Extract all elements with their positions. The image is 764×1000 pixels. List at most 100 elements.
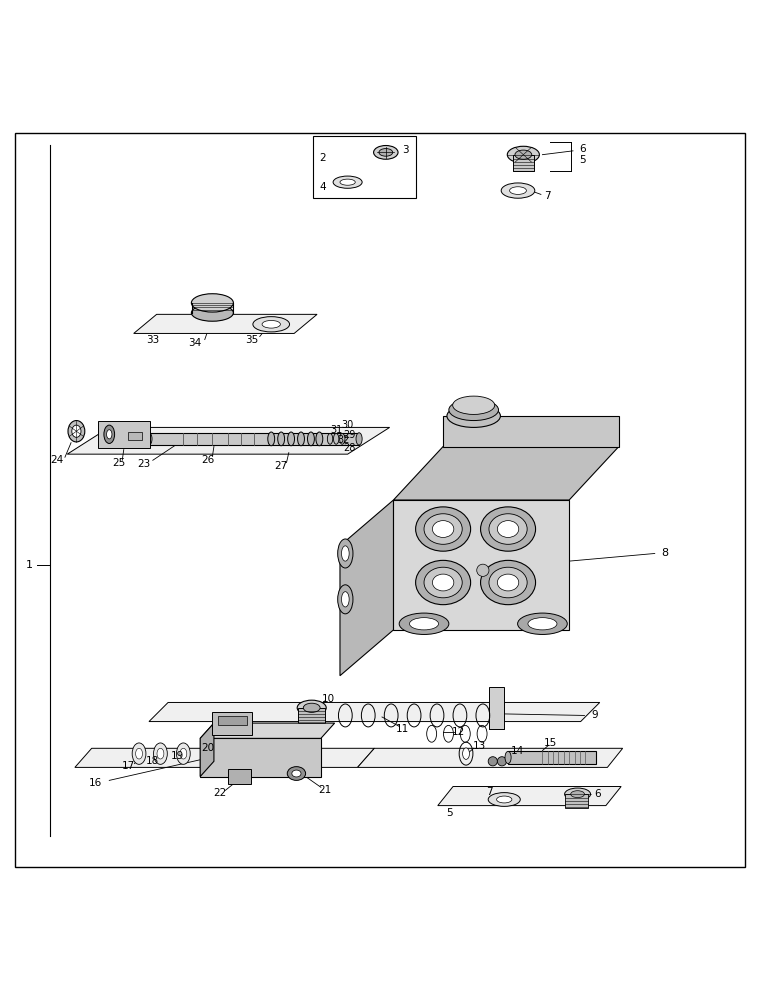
Ellipse shape xyxy=(72,425,81,437)
Polygon shape xyxy=(134,314,317,333)
Ellipse shape xyxy=(287,767,306,780)
Ellipse shape xyxy=(489,514,527,544)
Ellipse shape xyxy=(307,432,314,446)
Bar xyxy=(98,421,150,448)
Bar xyxy=(513,155,534,171)
Ellipse shape xyxy=(416,507,471,551)
Ellipse shape xyxy=(448,399,498,421)
Ellipse shape xyxy=(157,748,163,759)
Ellipse shape xyxy=(497,521,519,537)
Text: 30: 30 xyxy=(342,420,354,430)
Ellipse shape xyxy=(489,567,527,598)
Text: 34: 34 xyxy=(188,338,202,348)
Ellipse shape xyxy=(507,146,539,163)
Ellipse shape xyxy=(462,748,469,759)
Ellipse shape xyxy=(501,183,535,198)
Text: 7: 7 xyxy=(486,787,492,797)
Polygon shape xyxy=(149,702,600,722)
Ellipse shape xyxy=(447,404,500,427)
Ellipse shape xyxy=(253,317,290,332)
Polygon shape xyxy=(438,786,621,806)
Text: 6: 6 xyxy=(594,789,601,799)
Ellipse shape xyxy=(565,788,591,800)
Text: 17: 17 xyxy=(121,761,135,771)
Text: 2: 2 xyxy=(319,153,326,163)
Polygon shape xyxy=(393,447,619,500)
Ellipse shape xyxy=(262,320,280,328)
Text: 28: 28 xyxy=(344,443,356,453)
Ellipse shape xyxy=(176,743,190,764)
Circle shape xyxy=(488,757,497,766)
Text: 35: 35 xyxy=(245,335,259,345)
Text: 24: 24 xyxy=(50,455,64,465)
Text: 11: 11 xyxy=(396,724,410,734)
Ellipse shape xyxy=(517,613,567,634)
Ellipse shape xyxy=(342,546,349,561)
Ellipse shape xyxy=(510,187,526,194)
Polygon shape xyxy=(67,427,390,454)
Ellipse shape xyxy=(497,574,519,591)
Text: 5: 5 xyxy=(446,808,452,818)
Ellipse shape xyxy=(481,560,536,605)
Ellipse shape xyxy=(333,176,362,188)
Text: 32: 32 xyxy=(338,435,350,445)
Text: 27: 27 xyxy=(274,461,288,471)
Ellipse shape xyxy=(338,585,353,614)
Text: 1: 1 xyxy=(25,560,33,570)
Text: 29: 29 xyxy=(344,430,356,440)
Ellipse shape xyxy=(132,743,146,764)
Ellipse shape xyxy=(180,748,186,759)
Bar xyxy=(489,687,504,729)
Bar xyxy=(313,136,416,198)
Text: 18: 18 xyxy=(146,756,160,766)
Ellipse shape xyxy=(571,791,584,798)
Ellipse shape xyxy=(497,796,512,803)
Bar xyxy=(212,712,252,735)
Circle shape xyxy=(477,564,489,576)
Circle shape xyxy=(497,757,507,766)
Text: 26: 26 xyxy=(201,455,215,465)
Ellipse shape xyxy=(68,421,85,442)
Polygon shape xyxy=(393,500,569,630)
Bar xyxy=(508,751,596,764)
Bar xyxy=(149,433,359,445)
Ellipse shape xyxy=(342,592,349,607)
Ellipse shape xyxy=(528,618,557,630)
Text: 9: 9 xyxy=(591,710,597,720)
Text: 16: 16 xyxy=(89,778,102,788)
Text: 7: 7 xyxy=(544,191,550,201)
Ellipse shape xyxy=(136,748,142,759)
Text: 22: 22 xyxy=(213,788,227,798)
Ellipse shape xyxy=(340,179,355,185)
Ellipse shape xyxy=(432,574,454,591)
Ellipse shape xyxy=(154,743,167,764)
Ellipse shape xyxy=(146,433,152,445)
Ellipse shape xyxy=(488,793,520,806)
Ellipse shape xyxy=(400,613,449,634)
Bar xyxy=(298,708,325,723)
Ellipse shape xyxy=(333,434,338,444)
Ellipse shape xyxy=(191,294,234,312)
Ellipse shape xyxy=(104,425,115,443)
Text: 20: 20 xyxy=(201,743,215,753)
Polygon shape xyxy=(358,748,623,767)
Bar xyxy=(228,769,251,784)
Polygon shape xyxy=(200,738,321,777)
Polygon shape xyxy=(340,500,393,676)
Text: 33: 33 xyxy=(146,335,160,345)
Text: 31: 31 xyxy=(330,425,342,435)
Ellipse shape xyxy=(316,432,322,446)
Text: 21: 21 xyxy=(318,785,332,795)
Ellipse shape xyxy=(287,432,294,446)
Polygon shape xyxy=(75,748,374,767)
Text: 12: 12 xyxy=(452,727,465,737)
Text: 10: 10 xyxy=(322,694,335,704)
Text: 19: 19 xyxy=(170,751,184,761)
Polygon shape xyxy=(443,416,619,447)
Ellipse shape xyxy=(338,539,353,568)
Bar xyxy=(128,432,142,440)
Text: 5: 5 xyxy=(579,155,586,165)
Text: 6: 6 xyxy=(579,144,586,154)
Ellipse shape xyxy=(339,434,345,444)
Ellipse shape xyxy=(297,700,326,715)
